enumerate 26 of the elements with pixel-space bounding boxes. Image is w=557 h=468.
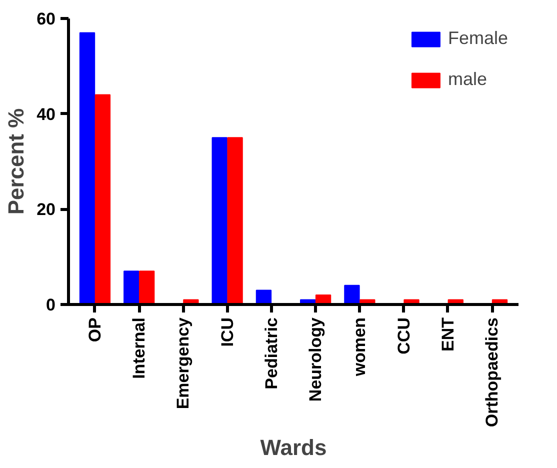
- x-axis-title: Wards: [260, 435, 327, 460]
- y-tick-label: 20: [36, 200, 56, 220]
- legend-label: Female: [448, 28, 508, 49]
- y-tick-label: 60: [36, 10, 56, 28]
- x-tick-label: ENT: [438, 316, 458, 352]
- bar: [124, 270, 140, 304]
- bar: [227, 137, 243, 304]
- x-tick-label: ICU: [218, 317, 237, 347]
- bar: [212, 137, 228, 304]
- bar: [94, 94, 111, 304]
- bar: [79, 32, 96, 304]
- x-tick-label: Internal: [130, 317, 149, 379]
- x-tick-label: OP: [85, 318, 104, 342]
- y-tick-label: 40: [36, 104, 56, 124]
- y-axis-title: Percent %: [4, 108, 29, 215]
- x-tick-label: women: [350, 318, 370, 378]
- x-tick-label: CCU: [394, 317, 414, 354]
- y-tick-label: 0: [46, 296, 56, 314]
- legend-label: male: [448, 69, 487, 90]
- x-tick-label: Emergency: [174, 316, 193, 410]
- x-tick-label: Orthopaedics: [482, 317, 502, 428]
- x-tick-label: Neurology: [306, 316, 326, 402]
- bar: [344, 284, 360, 304]
- x-tick-label: Pediatric: [262, 318, 281, 390]
- bar: [138, 270, 155, 304]
- bar: [256, 290, 272, 304]
